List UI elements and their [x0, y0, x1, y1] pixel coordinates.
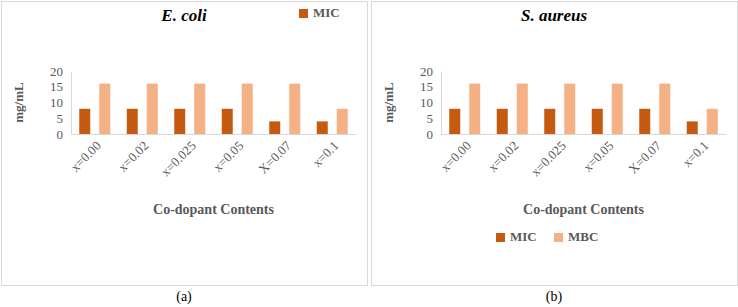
- x-tick-label: x=0.05: [210, 138, 246, 174]
- x-tick: x=0.05: [210, 134, 246, 175]
- y-tick: 5: [57, 111, 72, 126]
- bar: [639, 109, 650, 134]
- bars: [449, 84, 718, 134]
- x-tick-label: x=0.00: [67, 138, 103, 174]
- chart-title: E. coli: [160, 6, 207, 25]
- x-tick: x=0.00: [67, 134, 103, 175]
- x-tick-label: x=0.02: [485, 138, 521, 174]
- legend-swatch: [496, 233, 505, 242]
- x-tick-label: x=0.00: [437, 138, 473, 174]
- y-tick: 0: [427, 127, 442, 142]
- y-tick: 5: [427, 111, 442, 126]
- legend: MIC MBC: [496, 229, 598, 244]
- y-tick-label: 0: [427, 127, 434, 142]
- bar: [79, 109, 90, 134]
- panel-caption: (a): [176, 289, 192, 305]
- panel: S. aureus 05101520 mg/mL x=0.00 x=0.02x=0.02…: [372, 2, 738, 306]
- y-axis-line: [71, 72, 72, 135]
- bar: [612, 84, 623, 134]
- panel: E. coli05101520mg/mLx=0.00x=0.02x=0.025x…: [2, 2, 368, 306]
- bar: [222, 109, 233, 134]
- y-tick-label: 5: [57, 111, 64, 126]
- y-tick-label: 15: [50, 79, 63, 94]
- bar: [337, 109, 348, 134]
- y-tick-label: 0: [57, 127, 64, 142]
- bar: [289, 84, 300, 134]
- x-axis-line: [72, 134, 357, 135]
- y-tick: 15: [420, 79, 441, 94]
- y-axis-title: mg/mL: [11, 82, 26, 123]
- panel-frame: [2, 2, 368, 286]
- x-tick: x=0.02: [115, 134, 151, 175]
- y-tick: 10: [420, 95, 441, 110]
- bar: [497, 109, 508, 134]
- bar: [317, 121, 328, 134]
- x-tick: x=0.1: [679, 134, 711, 170]
- chart-title: S. aureus: [521, 6, 588, 25]
- bar: [517, 84, 528, 134]
- y-axis: 05101520: [420, 64, 442, 142]
- bar: [592, 109, 603, 134]
- x-tick: X=0.07: [625, 134, 664, 177]
- x-tick-label: x=0.025: [528, 138, 569, 179]
- bar: [242, 84, 253, 134]
- y-tick-label: 20: [420, 64, 433, 79]
- x-axis: x=0.00 x=0.02x=0.025 x=0.05X=0.07 x=0.1: [437, 134, 726, 179]
- x-tick-label: x=0.02: [115, 138, 151, 174]
- y-tick: 20: [420, 64, 441, 79]
- y-tick-label: 15: [420, 79, 433, 94]
- x-tick: x=0.02: [485, 134, 521, 175]
- y-tick-label: 20: [50, 64, 63, 79]
- bar: [147, 84, 158, 134]
- y-tick: 0: [57, 127, 72, 142]
- x-tick: x=0.1: [309, 134, 341, 170]
- bar: [449, 109, 460, 134]
- bar: [269, 121, 280, 134]
- panel-frame: [372, 2, 738, 286]
- panel-caption: (b): [546, 289, 563, 305]
- bar: [469, 84, 480, 134]
- y-axis-title: mg/mL: [381, 82, 396, 123]
- x-tick-label: X=0.07: [255, 138, 294, 177]
- bar: [659, 84, 670, 134]
- legend: MIC: [299, 5, 340, 20]
- x-axis-title: Co-dopant Contents: [523, 202, 645, 217]
- legend-label: MIC: [313, 5, 340, 20]
- bar: [174, 109, 185, 134]
- y-tick-label: 10: [50, 95, 63, 110]
- x-tick: x=0.05: [580, 134, 616, 175]
- bar: [564, 84, 575, 134]
- x-tick-label: X=0.07: [625, 138, 664, 177]
- y-axis: 05101520: [50, 64, 72, 142]
- figure: E. coli05101520mg/mLx=0.00x=0.02x=0.025x…: [0, 0, 738, 307]
- x-axis-line: [442, 134, 727, 135]
- x-tick: X=0.07: [255, 134, 294, 177]
- y-axis-line: [441, 72, 442, 135]
- bar: [707, 109, 718, 134]
- y-tick: 20: [50, 64, 71, 79]
- bar: [544, 109, 555, 134]
- x-tick-label: x=0.05: [580, 138, 616, 174]
- y-tick-label: 5: [427, 111, 434, 126]
- legend-label: MBC: [568, 229, 598, 244]
- y-tick: 10: [50, 95, 71, 110]
- legend-swatch: [554, 233, 563, 242]
- x-tick-label: x=0.025: [158, 138, 199, 179]
- bars: [79, 84, 348, 134]
- x-axis: x=0.00 x=0.02x=0.025 x=0.05X=0.07 x=0.1: [67, 134, 356, 179]
- x-axis-title: Co-dopant Contents: [153, 202, 275, 217]
- y-tick: 15: [50, 79, 71, 94]
- bar: [194, 84, 205, 134]
- legend-swatch: [299, 9, 308, 18]
- bar: [687, 121, 698, 134]
- x-tick: x=0.025: [528, 134, 569, 179]
- bar: [127, 109, 138, 134]
- y-tick-label: 10: [420, 95, 433, 110]
- x-tick-label: x=0.1: [679, 138, 711, 170]
- x-tick: x=0.00: [437, 134, 473, 175]
- x-tick-label: x=0.1: [309, 138, 341, 170]
- bar: [99, 84, 110, 134]
- legend-label: MIC: [510, 229, 537, 244]
- x-tick: x=0.025: [158, 134, 199, 179]
